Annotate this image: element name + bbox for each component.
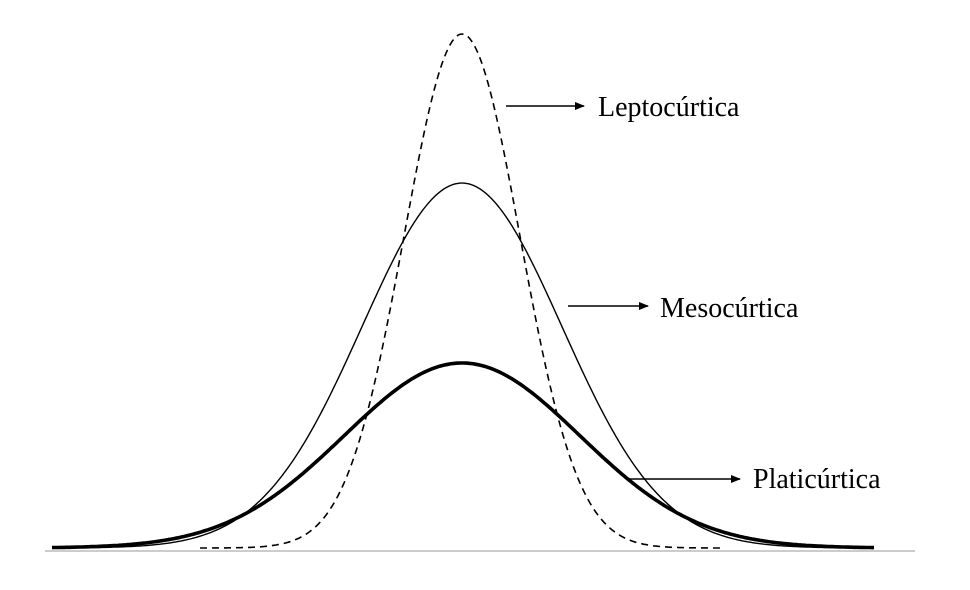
leptokurtic-curve xyxy=(200,33,720,549)
leptokurtic-label: Leptocúrtica xyxy=(598,92,740,123)
platykurtic-curve xyxy=(51,361,874,550)
mesokurtic-label: Mesocúrtica xyxy=(660,293,799,324)
mesokurtic-curve xyxy=(52,182,872,549)
platykurtic-label: Platicúrtica xyxy=(753,464,881,495)
